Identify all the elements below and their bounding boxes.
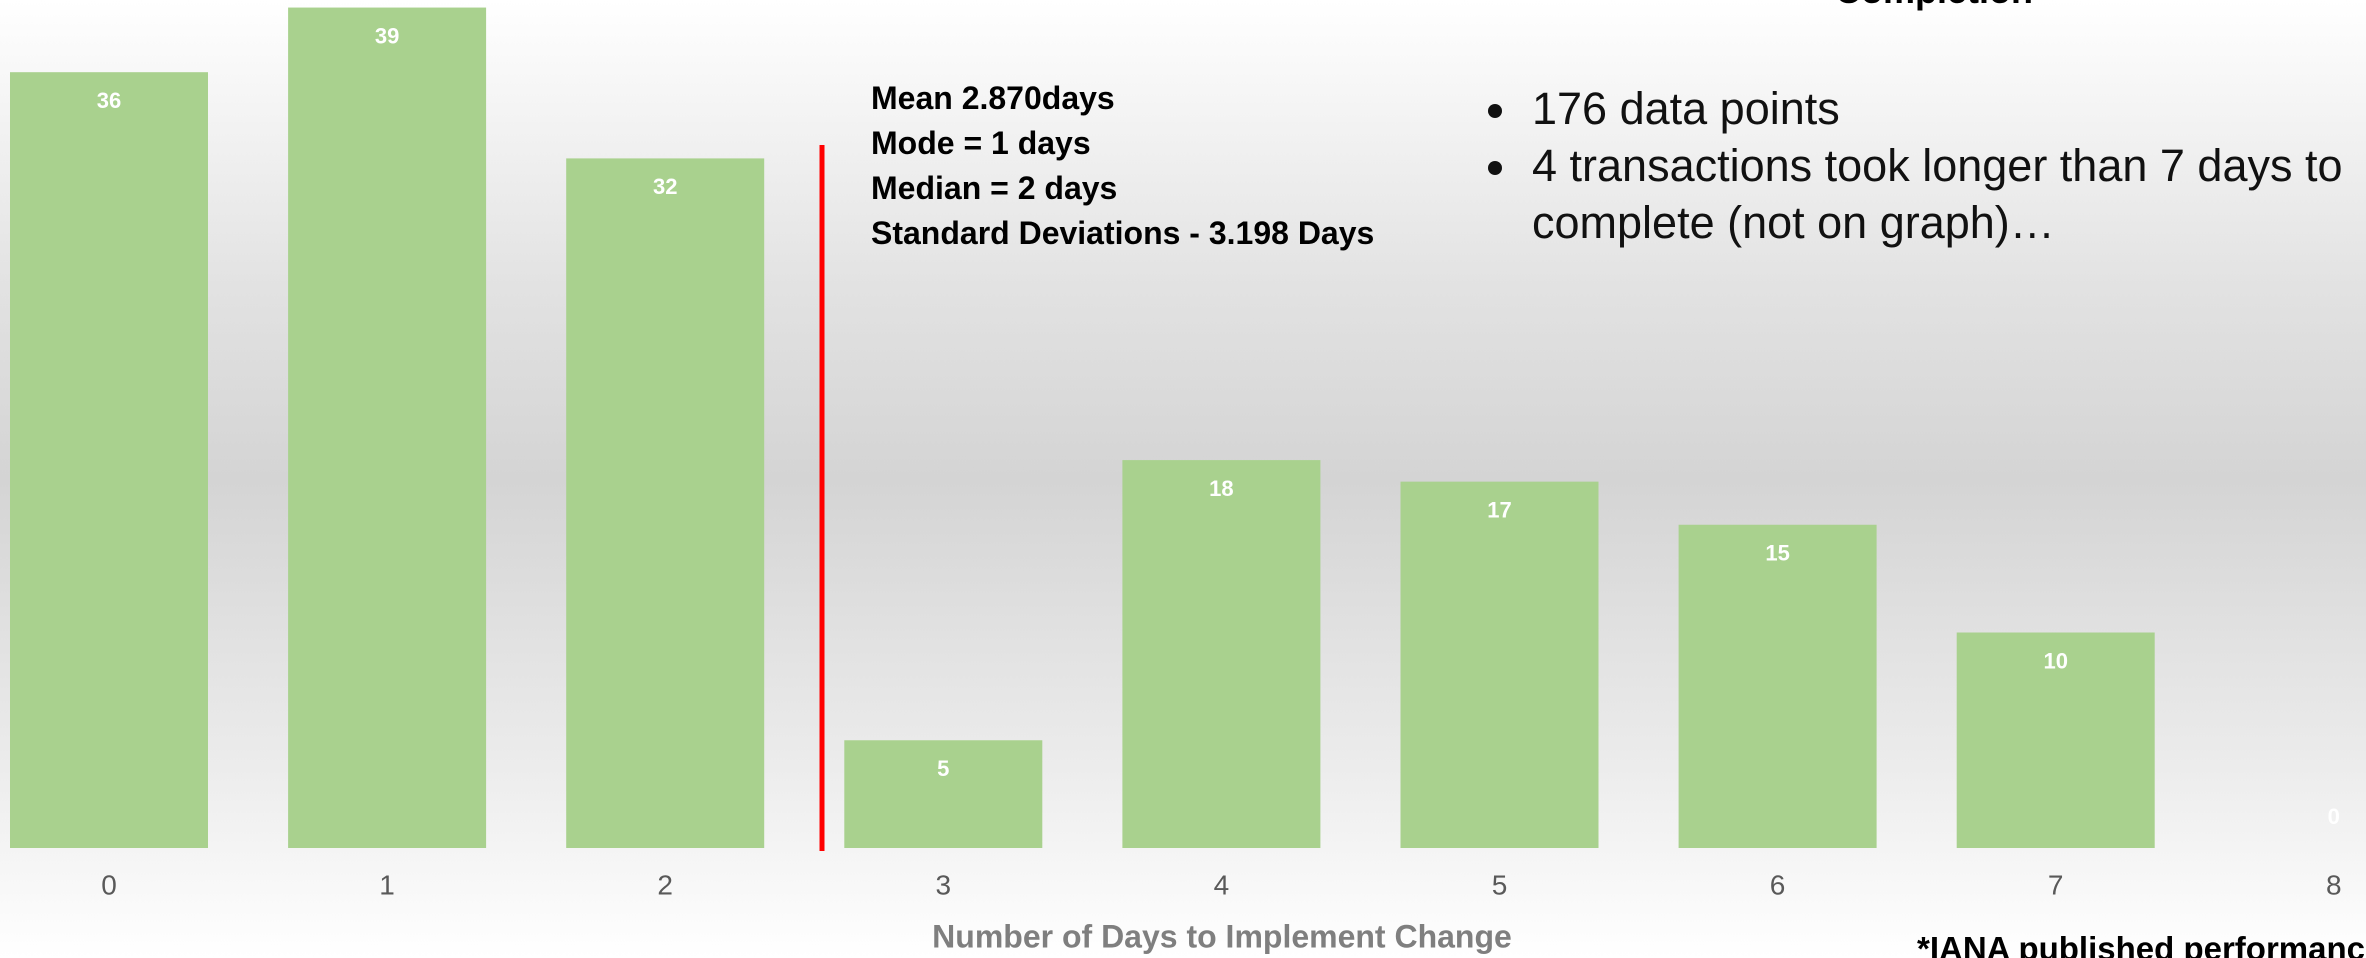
annotation: Median = 2 days — [871, 170, 1118, 206]
data-label: 17 — [1487, 497, 1511, 522]
bar — [566, 158, 765, 848]
bullet: 176 data points — [1522, 80, 2366, 137]
data-label: 15 — [1765, 541, 1789, 566]
data-label: 36 — [97, 88, 121, 113]
x-tick-label: 8 — [2326, 869, 2342, 900]
annotation: Mode = 1 days — [871, 125, 1091, 161]
stats-annotation: Mean 2.870days Mode = 1 days Median = 2 … — [871, 76, 1374, 256]
x-axis-title: Number of Days to Implement Change — [932, 918, 1512, 954]
x-tick-label: 7 — [2048, 869, 2064, 900]
bar — [1400, 481, 1599, 848]
x-tick-label: 6 — [1770, 869, 1786, 900]
bar — [288, 7, 487, 849]
data-label: 10 — [2043, 648, 2067, 673]
bar — [10, 72, 208, 848]
data-label: 0 — [2328, 804, 2340, 829]
x-tick-label: 0 — [101, 869, 117, 900]
x-tick-label: 2 — [657, 869, 673, 900]
data-label: 32 — [653, 174, 677, 199]
footnote: *IANA published performanc — [1917, 930, 2365, 958]
data-label: 39 — [375, 23, 399, 48]
bar — [1678, 524, 1877, 848]
x-tick-label: 1 — [379, 869, 395, 900]
data-label: 18 — [1209, 476, 1233, 501]
bar — [1956, 632, 2155, 848]
chart-title: Completion — [1835, 0, 2033, 12]
x-tick-label: 3 — [936, 869, 952, 900]
x-tick-label: 4 — [1214, 869, 1230, 900]
bar — [844, 740, 1043, 848]
bullet: 4 transactions took longer than 7 days t… — [1522, 137, 2366, 251]
x-tick-label: 5 — [1492, 869, 1508, 900]
annotation: Standard Deviations - 3.198 Days — [871, 215, 1375, 251]
bullet-list: 176 data points 4 transactions took long… — [1460, 80, 2366, 251]
bar — [1122, 460, 1321, 848]
annotation: Mean 2.870days — [871, 80, 1115, 116]
data-label: 5 — [937, 756, 949, 781]
